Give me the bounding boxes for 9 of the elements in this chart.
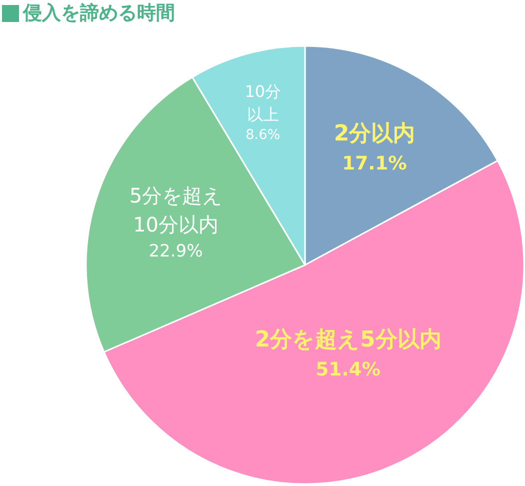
- data-label: 51.4%: [314, 358, 382, 382]
- slice-label: 5分を超え10分以内: [128, 183, 224, 240]
- slice-label: 2分以内: [332, 120, 416, 149]
- data-label: 8.6%: [244, 126, 282, 146]
- data-label: 22.9%: [148, 241, 204, 264]
- data-label: 17.1%: [341, 152, 408, 177]
- slice-label: 10分以上: [244, 81, 282, 126]
- slice-label: 2分を超え5分以内: [254, 326, 442, 354]
- chart-title: 侵入を諦める時間: [23, 1, 175, 26]
